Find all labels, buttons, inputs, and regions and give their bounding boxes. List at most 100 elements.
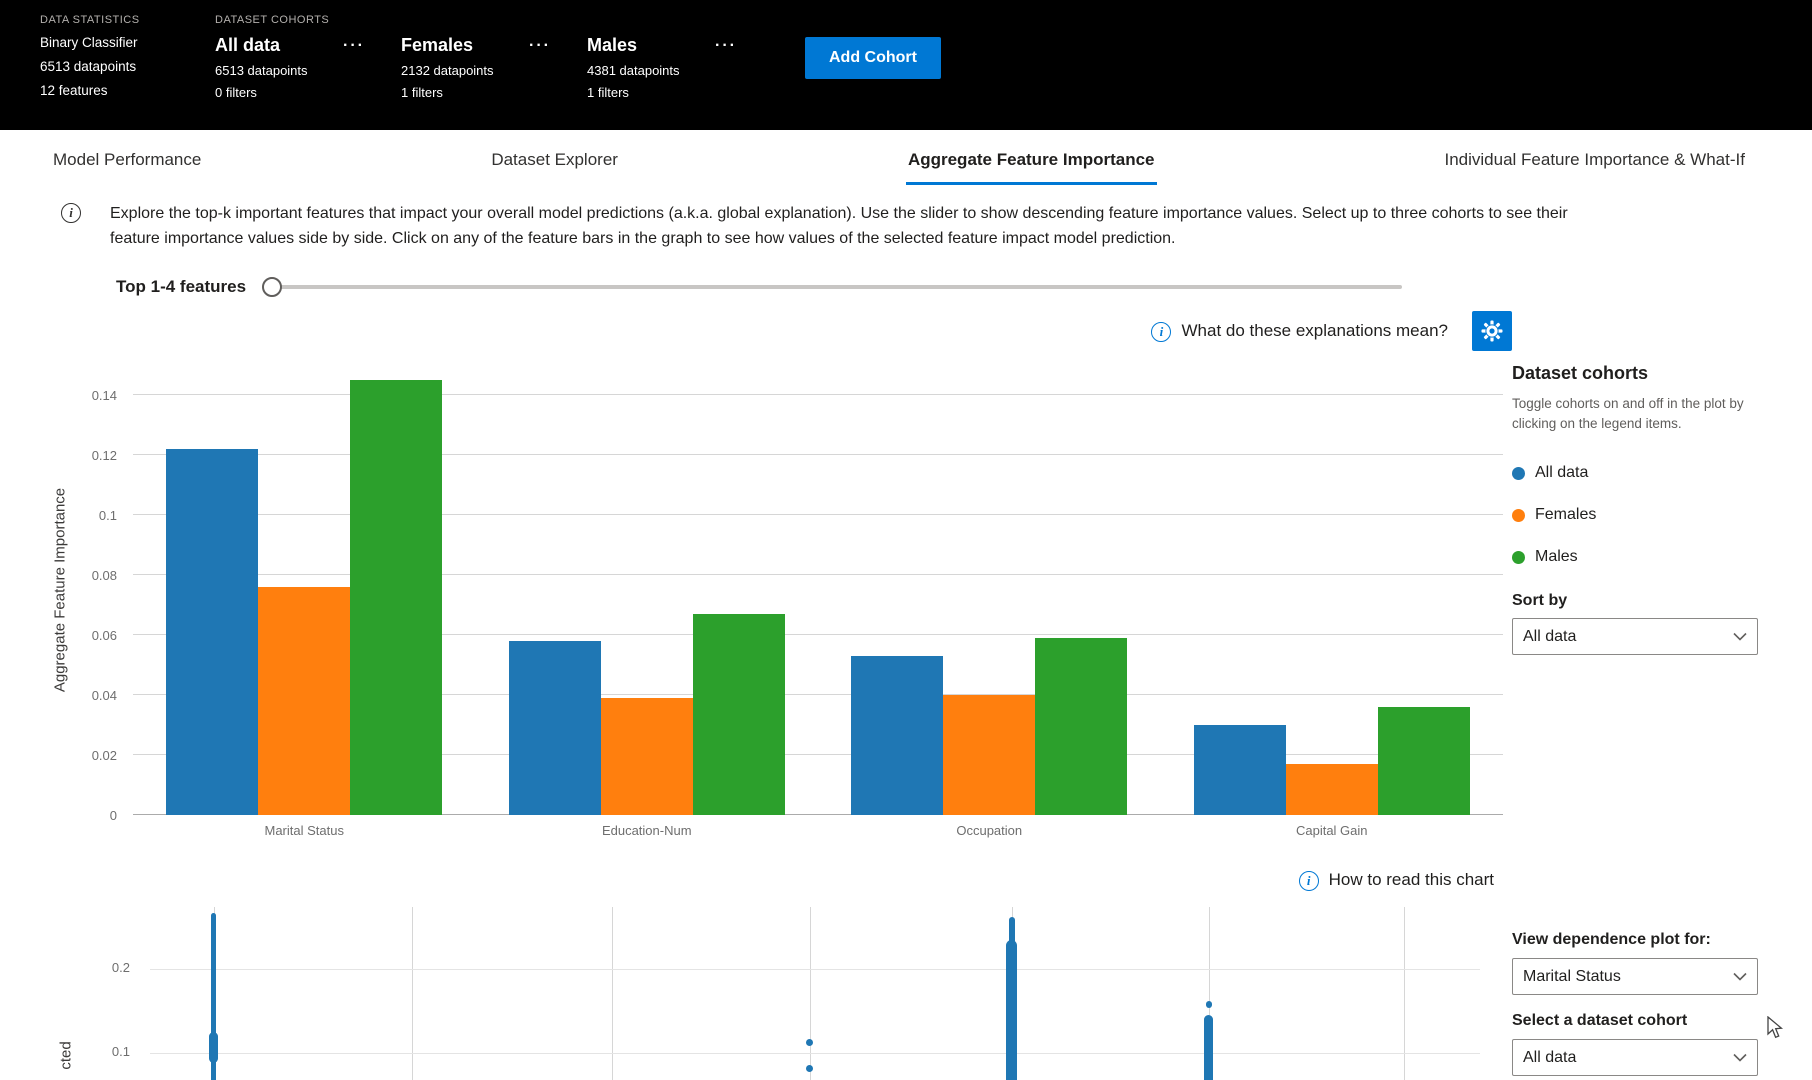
bar-all-data-marital-status[interactable] [166, 449, 259, 815]
bar-chart-x-labels: Marital Status Education-Num Occupation Cap… [133, 823, 1503, 838]
bar-males-capital-gain[interactable] [1377, 707, 1470, 815]
tab-aggregate-feature-importance[interactable]: Aggregate Feature Importance [905, 136, 1157, 185]
tab-dataset-explorer[interactable]: Dataset Explorer [491, 150, 618, 169]
scatter-points[interactable] [1204, 1014, 1214, 1080]
cohort-card-males[interactable]: Males ··· 4381 datapoints 1 filters [587, 35, 739, 107]
x-category-label: Marital Status [264, 823, 344, 838]
scatter-points[interactable] [1205, 1001, 1212, 1008]
chevron-down-icon [1733, 632, 1747, 641]
bar-females-education-num[interactable] [600, 698, 693, 815]
bar-all-data-occupation[interactable] [851, 656, 944, 815]
dependence-y-ticks: 0.2 0.1 [0, 907, 140, 1080]
sort-by-dropdown[interactable]: All data [1512, 618, 1758, 655]
cohort-card-all-data[interactable]: All data ··· 6513 datapoints 0 filters [215, 35, 367, 107]
bar-males-occupation[interactable] [1035, 638, 1128, 815]
cohort-name-row: Females ··· [401, 35, 553, 56]
bar-females-occupation[interactable] [943, 695, 1036, 815]
slider-thumb[interactable] [262, 277, 283, 297]
legend-item-males[interactable]: Males [1512, 536, 1764, 578]
legend-list: All data Females Males [1512, 452, 1764, 578]
cohort-row: All data ··· 6513 datapoints 0 filters Femal… [215, 35, 941, 107]
data-statistics-label: DATA STATISTICS [40, 14, 140, 26]
legend-help-text: Toggle cohorts on and off in the plot by… [1512, 396, 1744, 431]
scatter-points[interactable] [806, 1064, 814, 1072]
chevron-down-icon [1733, 972, 1747, 981]
dataset-cohorts-label: DATASET COHORTS [215, 14, 330, 26]
model-type-text: Binary Classifier [40, 35, 138, 50]
y-tick-label: 0.1 [111, 1044, 130, 1060]
cohort-card-females[interactable]: Females ··· 2132 datapoints 1 filters [401, 35, 553, 107]
dependence-feature-label: View dependence plot for: [1512, 931, 1711, 948]
y-tick-label: 0.12 [91, 448, 117, 463]
bar-all-data-education-num[interactable] [508, 641, 601, 815]
legend-item-label: All data [1535, 464, 1589, 481]
legend-dot-icon [1512, 466, 1525, 480]
dependence-feature-dropdown[interactable]: Marital Status [1512, 958, 1758, 995]
right-panel: Dataset cohorts Toggle cohorts on and of… [1512, 311, 1764, 1080]
legend-item-all-data[interactable]: All data [1512, 452, 1764, 494]
settings-button[interactable] [1472, 311, 1512, 351]
y-tick-label: 0 [109, 808, 117, 823]
y-tick-label: 0.1 [98, 508, 117, 524]
gridline [1208, 907, 1210, 1080]
info-icon[interactable]: i [1151, 322, 1172, 342]
add-cohort-button[interactable]: Add Cohort [805, 37, 941, 79]
gridline [809, 907, 811, 1080]
cohort-name-row: All data ··· [215, 35, 367, 56]
feature-importance-bar-chart: Aggregate Feature Importance 0 0.02 0.04 0.… [0, 365, 1512, 847]
dependence-plot-area [150, 907, 1480, 1080]
scatter-points[interactable] [1006, 939, 1018, 1080]
more-options-icon[interactable]: ··· [343, 36, 365, 54]
gridline [150, 969, 1480, 971]
bar-group-education-num [476, 365, 819, 815]
gridline [133, 814, 1503, 815]
explanations-link[interactable]: What do these explanations mean? [1181, 321, 1448, 340]
cohort-name-row: Males ··· [587, 35, 739, 56]
bar-males-education-num[interactable] [692, 614, 785, 815]
gridline [1404, 907, 1406, 1080]
tab-model-performance[interactable]: Model Performance [53, 150, 202, 169]
dependence-feature-dropdown-value: Marital Status [1523, 967, 1621, 985]
bar-all-data-capital-gain[interactable] [1193, 725, 1286, 815]
dependence-cohort-dropdown[interactable]: All data [1512, 1039, 1758, 1076]
dependence-cohort-label: Select a dataset cohort [1512, 1012, 1688, 1029]
slider-track[interactable] [262, 285, 1403, 289]
gridline [133, 634, 1503, 635]
info-icon[interactable]: i [1298, 871, 1319, 891]
gridline [133, 394, 1503, 395]
scatter-points[interactable] [211, 912, 217, 1080]
explanations-row: i What do these explanations mean? [0, 311, 1512, 351]
x-category-label: Occupation [956, 823, 1023, 838]
sort-by-label: Sort by [1512, 592, 1568, 609]
description-text: Explore the top-k important features tha… [110, 205, 1568, 247]
tab-individual-feature-importance-what-if[interactable]: Individual Feature Importance & What-If [1444, 150, 1745, 169]
bar-females-capital-gain[interactable] [1285, 764, 1378, 815]
scatter-points[interactable] [209, 1032, 219, 1064]
dependence-plot: cted 0.2 0.1 [0, 901, 1512, 1080]
cohort-name: Males [587, 35, 638, 55]
bar-group-occupation [818, 365, 1161, 815]
legend-item-females[interactable]: Females [1512, 494, 1764, 536]
scatter-points[interactable] [806, 1038, 814, 1046]
legend-item-label: Females [1535, 506, 1597, 523]
bar-females-marital-status[interactable] [258, 587, 351, 815]
scatter-points[interactable] [1008, 917, 1015, 944]
gear-icon [1481, 320, 1503, 342]
more-options-icon[interactable]: ··· [529, 36, 551, 54]
legend-dot-icon [1512, 550, 1525, 564]
cohort-datapoints: 4381 datapoints [587, 63, 680, 78]
y-tick-label: 0.04 [91, 688, 117, 704]
gridline [412, 907, 413, 1080]
top-k-features-slider[interactable] [262, 277, 1403, 297]
how-to-read-link[interactable]: How to read this chart [1328, 870, 1494, 889]
bar-males-marital-status[interactable] [350, 380, 443, 815]
dependence-cohort-dropdown-value: All data [1523, 1048, 1577, 1066]
sort-by-dropdown-value: All data [1523, 627, 1577, 645]
x-category-label: Education-Num [601, 823, 692, 838]
cohort-datapoints: 2132 datapoints [401, 63, 494, 78]
top-bar: DATA STATISTICS Binary Classifier 6513 d… [0, 0, 1812, 130]
top-k-slider-label: Top 1-4 features [116, 277, 247, 296]
more-options-icon[interactable]: ··· [715, 36, 737, 54]
datapoints-count-text: 6513 datapoints [40, 59, 137, 74]
bar-groups [133, 365, 1503, 815]
